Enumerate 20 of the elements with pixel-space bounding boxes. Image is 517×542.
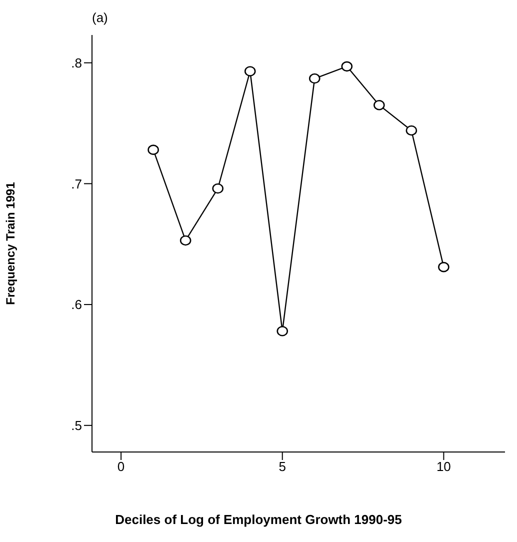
chart-title: (a) bbox=[92, 10, 108, 25]
point bbox=[276, 326, 288, 336]
point bbox=[374, 100, 385, 110]
x-axis-title: Deciles of Log of Employment Growth 1990-95 bbox=[114, 512, 403, 527]
point bbox=[212, 183, 224, 194]
y-tick-label: .7 bbox=[71, 176, 82, 192]
point bbox=[438, 262, 450, 272]
point bbox=[341, 61, 353, 72]
point bbox=[406, 125, 418, 136]
point bbox=[148, 144, 159, 155]
x-tick-label: 5 bbox=[278, 459, 286, 474]
y-tick-label: .5 bbox=[71, 418, 82, 434]
x-tick-label: 0 bbox=[117, 459, 125, 474]
y-axis-title: Frequency Train 1991 bbox=[3, 182, 18, 305]
x-tick-label: 10 bbox=[436, 459, 451, 474]
point bbox=[308, 73, 320, 84]
point bbox=[180, 235, 192, 246]
point bbox=[244, 66, 256, 76]
y-tick-label: .8 bbox=[71, 55, 82, 70]
y-tick-label: .6 bbox=[71, 297, 82, 312]
